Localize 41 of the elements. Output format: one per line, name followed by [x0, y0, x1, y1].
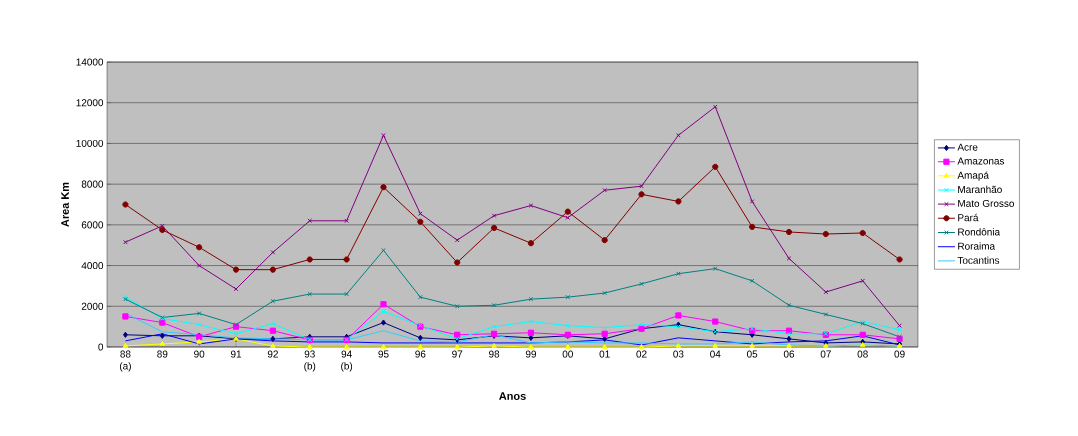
- x-tick-label: 91: [230, 350, 242, 358]
- x-tick-label: 09: [894, 350, 905, 358]
- y-tick-label: 10000: [76, 139, 104, 147]
- x-tick-label: 01: [599, 350, 610, 358]
- x-tick-label: 08: [857, 350, 868, 358]
- legend-label: Roraima: [958, 242, 996, 250]
- y-tick-label: 0: [98, 343, 104, 351]
- x-tick-label: 07: [820, 350, 831, 358]
- y-tick-label: 4000: [81, 262, 104, 270]
- x-tick-label: 05: [746, 350, 758, 358]
- legend-label: Pará: [958, 213, 979, 222]
- x-tick-label: 98: [489, 350, 500, 358]
- legend-label: Amapá: [957, 171, 989, 181]
- legend-label: Maranhão: [958, 185, 1002, 194]
- x-tick-label: 06: [783, 350, 795, 358]
- x-axis-title: Anos: [499, 392, 526, 400]
- x-tick-label: 96: [415, 350, 426, 358]
- y-tick-label: 6000: [81, 221, 104, 229]
- x-tick-label: 99: [525, 350, 537, 358]
- x-tick-label: 89: [157, 350, 168, 358]
- legend-label: Mato Grosso: [958, 199, 1015, 207]
- y-tick-label: 12000: [76, 99, 104, 107]
- legend-label: Acre: [957, 143, 978, 151]
- y-tick-label: 2000: [81, 302, 104, 310]
- x-tick-label: 97: [452, 350, 463, 358]
- x-tick-label: 93 (b): [304, 350, 316, 372]
- x-tick-label: 02: [636, 350, 647, 358]
- x-tick-label: 03: [673, 350, 684, 358]
- y-tick-label: 8000: [81, 180, 104, 188]
- x-tick-label: 95: [378, 350, 389, 358]
- legend-label: Amazonas: [957, 157, 1005, 165]
- x-tick-label: 92: [267, 350, 278, 358]
- legend-label: Rondônia: [958, 228, 1001, 236]
- y-tick-label: 14000: [76, 58, 104, 66]
- y-axis-title: Area Km: [61, 182, 69, 227]
- x-tick-label: 94 (b): [341, 350, 353, 372]
- x-tick-label: 90: [194, 350, 205, 358]
- x-tick-label: 04: [710, 350, 721, 358]
- x-tick-label: 00: [562, 350, 573, 358]
- x-tick-label: 88 (a): [119, 350, 131, 372]
- legend-label: Tocantins: [957, 256, 1000, 264]
